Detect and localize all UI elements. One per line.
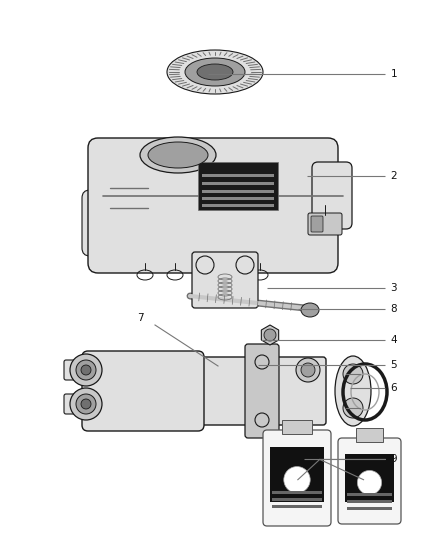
Ellipse shape <box>301 303 319 317</box>
Ellipse shape <box>70 388 102 420</box>
Text: 2: 2 <box>390 171 397 181</box>
Bar <box>272 498 322 501</box>
Ellipse shape <box>284 466 310 493</box>
Bar <box>202 190 274 193</box>
Ellipse shape <box>167 50 263 94</box>
Bar <box>202 174 274 177</box>
Bar <box>272 505 322 508</box>
Bar <box>356 428 383 442</box>
FancyBboxPatch shape <box>245 344 279 438</box>
Text: 6: 6 <box>390 383 397 393</box>
Bar <box>202 204 274 207</box>
Bar <box>282 420 312 434</box>
FancyBboxPatch shape <box>64 394 90 414</box>
Ellipse shape <box>357 471 381 495</box>
Bar <box>272 491 322 494</box>
Ellipse shape <box>76 394 96 414</box>
FancyBboxPatch shape <box>308 213 342 235</box>
Ellipse shape <box>335 356 371 426</box>
Bar <box>347 507 392 510</box>
Bar <box>347 492 392 496</box>
FancyBboxPatch shape <box>82 351 204 431</box>
Text: 3: 3 <box>390 283 397 293</box>
Ellipse shape <box>185 58 245 86</box>
Text: 7: 7 <box>137 313 143 323</box>
Polygon shape <box>261 325 279 345</box>
Ellipse shape <box>343 398 363 418</box>
Text: 1: 1 <box>390 69 397 78</box>
Ellipse shape <box>296 358 320 382</box>
Text: 9: 9 <box>390 455 397 464</box>
Bar <box>270 447 324 502</box>
Bar <box>202 182 274 185</box>
Ellipse shape <box>197 64 233 80</box>
FancyBboxPatch shape <box>82 190 128 256</box>
Bar <box>198 162 278 210</box>
Ellipse shape <box>301 363 315 377</box>
FancyBboxPatch shape <box>338 438 401 524</box>
Ellipse shape <box>343 364 363 384</box>
Ellipse shape <box>169 68 261 84</box>
Ellipse shape <box>81 399 91 409</box>
Text: 4: 4 <box>390 335 397 344</box>
FancyBboxPatch shape <box>88 138 338 273</box>
Ellipse shape <box>140 137 216 173</box>
FancyBboxPatch shape <box>312 162 352 229</box>
Ellipse shape <box>81 365 91 375</box>
Bar <box>347 500 392 503</box>
FancyBboxPatch shape <box>64 360 90 380</box>
Ellipse shape <box>264 329 276 341</box>
Bar <box>345 454 394 502</box>
Ellipse shape <box>148 142 208 168</box>
FancyBboxPatch shape <box>170 357 326 425</box>
Ellipse shape <box>70 354 102 386</box>
FancyBboxPatch shape <box>263 430 331 526</box>
FancyBboxPatch shape <box>192 252 258 308</box>
Text: 8: 8 <box>390 304 397 314</box>
Bar <box>202 197 274 200</box>
FancyBboxPatch shape <box>311 216 323 232</box>
Ellipse shape <box>76 360 96 380</box>
Text: 5: 5 <box>390 360 397 370</box>
